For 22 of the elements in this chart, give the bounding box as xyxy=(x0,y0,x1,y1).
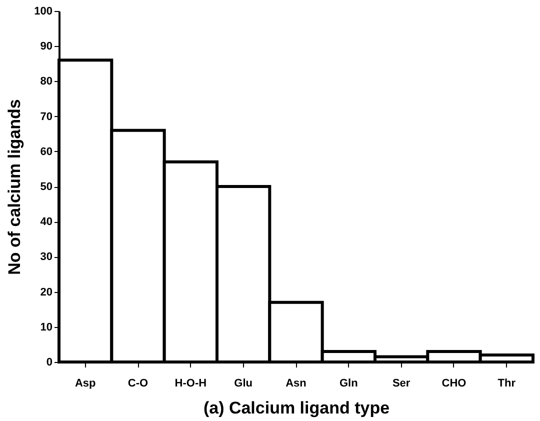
y-tick-label: 60 xyxy=(40,146,52,158)
y-tick-label: 100 xyxy=(34,6,52,18)
x-tick-label: CHO xyxy=(442,378,467,390)
y-tick-label: 70 xyxy=(40,110,52,123)
x-tick-label: C-O xyxy=(128,378,149,390)
x-tick-label: Asp xyxy=(74,378,96,390)
y-tick-label: 50 xyxy=(40,181,52,193)
x-tick-label: Thr xyxy=(498,378,516,390)
x-tick-label: Ser xyxy=(392,378,411,390)
y-tick-label: 40 xyxy=(40,216,52,228)
y-tick-label: 30 xyxy=(40,251,52,264)
x-axis-title: (a) Calcium ligand type xyxy=(203,398,390,418)
x-tick-label: H-O-H xyxy=(174,378,207,390)
y-tick-label: 10 xyxy=(40,321,52,334)
y-tick-label: 80 xyxy=(40,76,52,88)
y-tick-label: 0 xyxy=(46,356,52,368)
x-tick-label: Gln xyxy=(339,378,358,390)
x-tick-label: Asn xyxy=(286,378,307,390)
x-tick-label: Glu xyxy=(234,378,253,390)
y-axis-title: No of calcium ligands xyxy=(5,99,24,275)
y-tick-label: 90 xyxy=(40,40,52,53)
y-tick-label: 20 xyxy=(40,286,52,298)
